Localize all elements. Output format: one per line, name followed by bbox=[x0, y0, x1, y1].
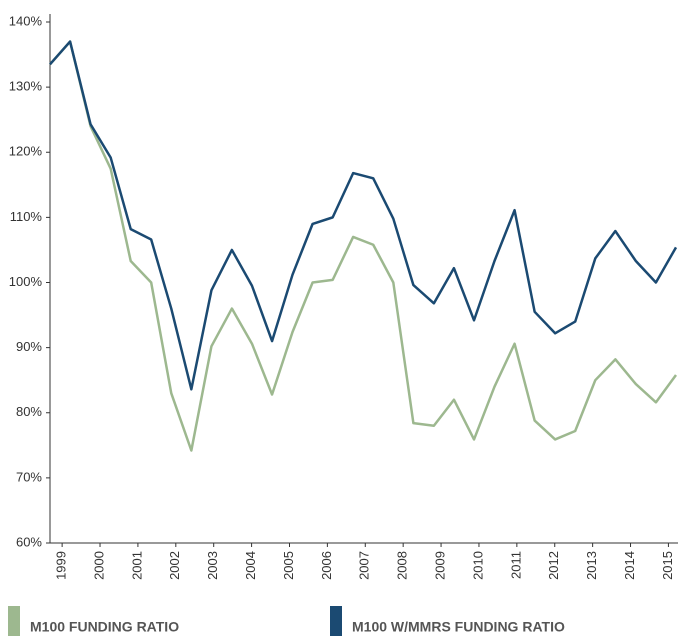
x-tick-label: 2008 bbox=[395, 551, 410, 580]
x-tick-label: 2005 bbox=[281, 551, 296, 580]
y-tick-label: 90% bbox=[16, 339, 42, 354]
x-tick-label: 2002 bbox=[167, 551, 182, 580]
y-tick-label: 80% bbox=[16, 404, 42, 419]
x-tick-label: 2006 bbox=[319, 551, 334, 580]
y-tick-label: 110% bbox=[10, 209, 43, 224]
x-tick-label: 2012 bbox=[546, 551, 561, 580]
x-tick-label: 2000 bbox=[91, 551, 106, 580]
x-tick-label: 2003 bbox=[205, 551, 220, 580]
y-tick-label: 100% bbox=[9, 274, 43, 289]
series-line bbox=[49, 40, 678, 452]
y-tick-label: 60% bbox=[16, 534, 42, 549]
x-tick-label: 2004 bbox=[243, 551, 258, 580]
y-tick-label: 120% bbox=[9, 144, 43, 159]
legend-swatch bbox=[8, 606, 20, 636]
legend-swatch bbox=[330, 606, 342, 636]
legend-label: M100 W/MMRS FUNDING RATIO bbox=[352, 619, 565, 635]
x-tick-label: 2010 bbox=[470, 551, 485, 580]
x-tick-label: 1999 bbox=[54, 551, 69, 580]
x-tick-label: 2014 bbox=[622, 551, 637, 580]
series-line bbox=[49, 40, 678, 391]
x-tick-label: 2013 bbox=[584, 551, 599, 580]
x-tick-label: 2007 bbox=[357, 551, 372, 580]
x-tick-label: 2015 bbox=[660, 551, 675, 580]
y-tick-label: 70% bbox=[16, 469, 42, 484]
x-tick-label: 2011 bbox=[508, 551, 523, 579]
legend-label: M100 FUNDING RATIO bbox=[30, 619, 179, 635]
x-tick-label: 2009 bbox=[432, 551, 447, 580]
x-tick-label: 2001 bbox=[129, 551, 144, 580]
y-tick-label: 140% bbox=[9, 13, 43, 28]
y-tick-label: 130% bbox=[9, 79, 43, 94]
